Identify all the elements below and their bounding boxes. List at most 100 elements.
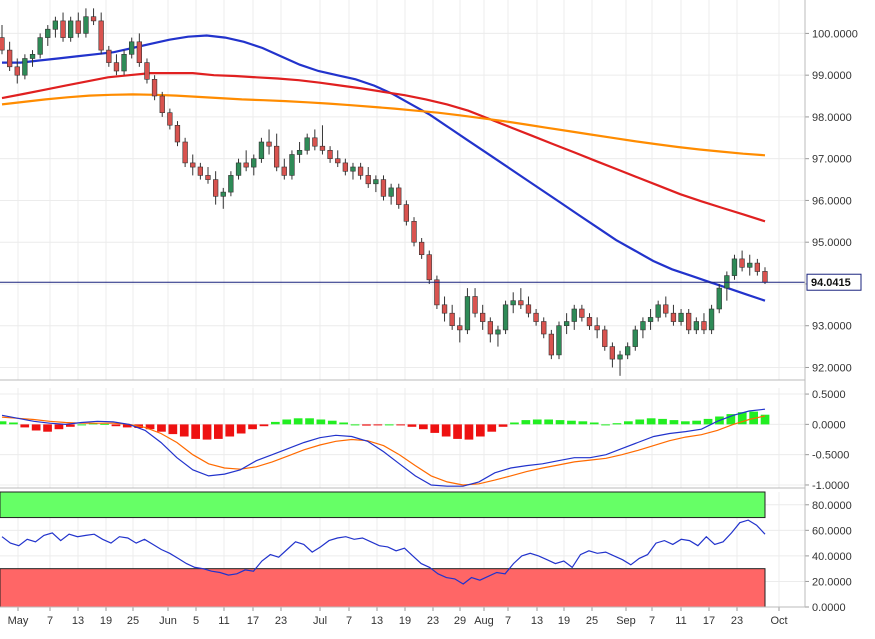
candle-body [106, 49, 112, 63]
macd-histogram-bar [225, 424, 235, 437]
candle-body [7, 49, 13, 68]
date-tick-label: 11 [675, 615, 686, 627]
candle-body [159, 95, 165, 114]
macd-histogram-bar [737, 412, 747, 425]
price-tick-label: 93.0000 [812, 321, 852, 333]
date-tick-label: 7 [47, 615, 53, 627]
macd-histogram-bar [624, 421, 633, 425]
date-tick-label: May [8, 615, 29, 627]
candle-body [388, 187, 394, 197]
candle-body [45, 28, 51, 38]
macd-histogram-bar [555, 420, 565, 425]
candle-body [0, 37, 5, 51]
macd-histogram-bar [305, 418, 314, 425]
candle-body [213, 179, 219, 197]
candle-body [403, 204, 409, 222]
last-price-tag-background [806, 273, 862, 291]
macd-histogram-bar [122, 424, 132, 428]
candle-body [235, 162, 242, 176]
candle-body [602, 329, 608, 347]
rsi-tick-label: 60.0000 [812, 525, 852, 537]
candle-body [479, 312, 486, 322]
candle-body [624, 346, 631, 356]
date-tick-label: 7 [346, 615, 352, 627]
date-tick-label: 19 [100, 615, 112, 627]
candle-body [472, 296, 478, 314]
date-tick-label: Jun [159, 615, 177, 627]
candle-body [37, 37, 43, 55]
macd-histogram-bar [396, 424, 405, 426]
candle-body [365, 175, 371, 185]
macd-histogram-bar [214, 424, 223, 439]
candle-body [350, 166, 356, 172]
price-panel-background [0, 0, 805, 380]
candle-body [136, 41, 142, 63]
date-tick-label: 13 [371, 615, 383, 627]
rsi-tick-label: 20.0000 [812, 576, 852, 588]
date-tick-label: 23 [427, 615, 439, 627]
macd-histogram-bar [31, 424, 41, 431]
date-tick-label: 11 [218, 615, 229, 627]
candle-body [670, 312, 677, 322]
price-panel: 92.000093.000094.000095.000096.000097.00… [0, 0, 862, 380]
candle-body [464, 296, 471, 331]
macd-histogram-bar [681, 421, 690, 425]
macd-histogram-bar [384, 424, 394, 426]
candle-body [98, 20, 104, 51]
macd-histogram-bar [9, 422, 18, 425]
macd-gridlines [0, 388, 805, 488]
price-tick-label: 98.0000 [812, 112, 852, 124]
candle-body [167, 112, 173, 126]
candle-body [68, 20, 74, 38]
rsi-tick-label: 40.0000 [812, 551, 852, 563]
macd-panel: 0.5000 0.0000 -0.5000 -1.0000 [0, 388, 849, 492]
candle-body [304, 137, 310, 151]
candle-body [655, 304, 661, 318]
candle-body [220, 191, 226, 197]
price-tick-label: 96.0000 [812, 195, 852, 207]
price-gridlines [0, 0, 805, 380]
macd-histogram-bar [646, 418, 656, 425]
macd-histogram-bar [589, 422, 599, 425]
macd-histogram-bar [453, 424, 462, 439]
date-tick-label: 7 [505, 615, 511, 627]
candle-body [556, 325, 562, 356]
candle-body [525, 304, 532, 314]
price-tick-label: 95.0000 [812, 237, 852, 249]
price-tick-label: 99.0000 [812, 70, 852, 82]
macd-tick-label: -1.0000 [812, 480, 849, 492]
macd-histogram-bar [157, 424, 166, 432]
candle-body [411, 221, 417, 243]
candle-body [273, 145, 280, 168]
candle-body [586, 317, 593, 327]
macd-histogram-bar [362, 424, 371, 426]
macd-histogram-bar [635, 419, 645, 425]
macd-histogram-bar [293, 418, 303, 425]
candle-body [762, 271, 768, 283]
rsi-polyline [1, 519, 766, 585]
macd-histogram-bar [54, 424, 64, 430]
macd-histogram-bar [191, 424, 200, 439]
candle-body [205, 175, 211, 180]
candle-body [632, 329, 638, 347]
macd-histogram-bar [419, 424, 428, 430]
candle-body [609, 346, 615, 360]
candle-body [83, 16, 89, 34]
macd-histogram-bar [407, 424, 417, 427]
macd-histogram-bar [43, 424, 52, 432]
rsi-panel: 80.0000 60.0000 40.0000 20.0000 0.0000 [0, 491, 852, 614]
candle-body [541, 321, 547, 335]
macd-histogram [0, 411, 770, 440]
candle-body [617, 354, 623, 360]
candle-body [60, 20, 66, 38]
macd-histogram-bar [179, 424, 189, 437]
last-price-tag: 94.0415 [806, 273, 862, 291]
macd-lines [1, 408, 766, 487]
macd-signal-line [1, 415, 766, 486]
candle-body [457, 325, 463, 331]
macd-histogram-bar [77, 424, 87, 426]
candle-body [640, 321, 646, 331]
macd-histogram-bar [567, 420, 576, 425]
macd-histogram-bar [202, 424, 212, 440]
